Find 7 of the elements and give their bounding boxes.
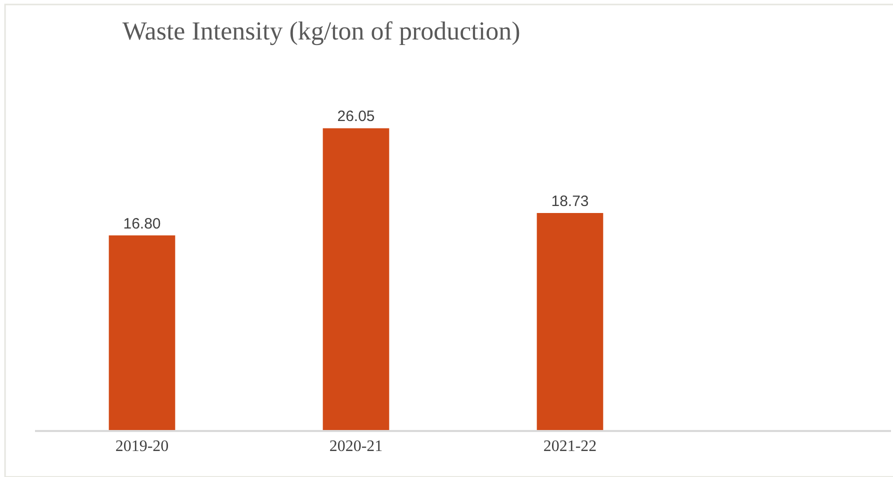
x-tick-label: 2019-20 bbox=[115, 438, 169, 455]
chart-title: Waste Intensity (kg/ton of production) bbox=[122, 16, 520, 46]
data-label: 26.05 bbox=[337, 108, 375, 126]
data-label: 16.80 bbox=[123, 215, 161, 232]
x-tick-label: 2020-21 bbox=[329, 438, 383, 455]
x-tick-label: 2021-22 bbox=[543, 438, 597, 455]
data-label: 18.73 bbox=[551, 193, 589, 210]
